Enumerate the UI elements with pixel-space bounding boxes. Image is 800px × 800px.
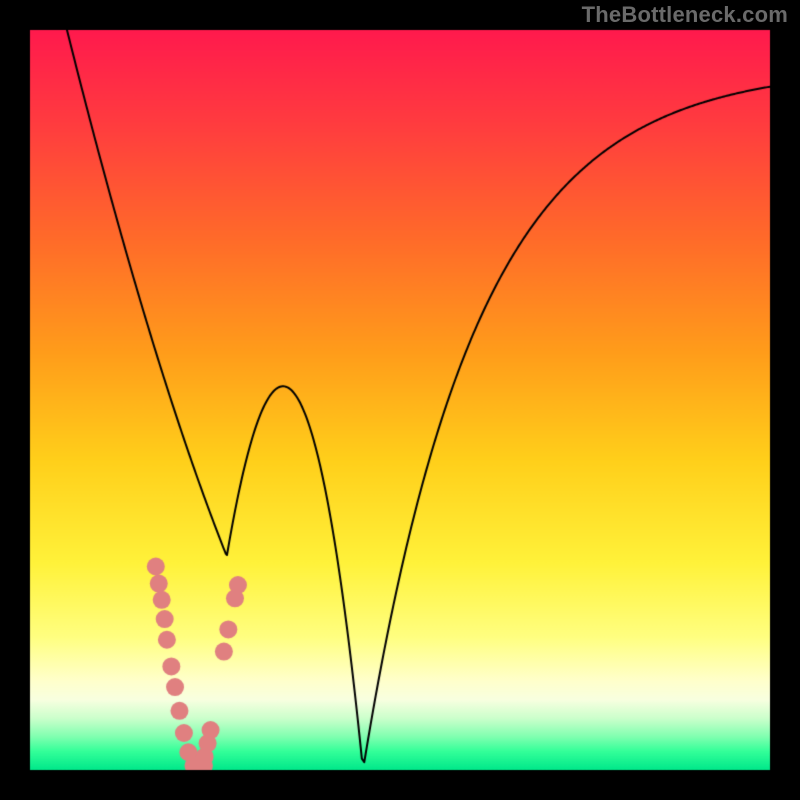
chart-canvas [0, 0, 800, 800]
watermark-text: TheBottleneck.com [582, 2, 788, 28]
chart-stage: TheBottleneck.com [0, 0, 800, 800]
